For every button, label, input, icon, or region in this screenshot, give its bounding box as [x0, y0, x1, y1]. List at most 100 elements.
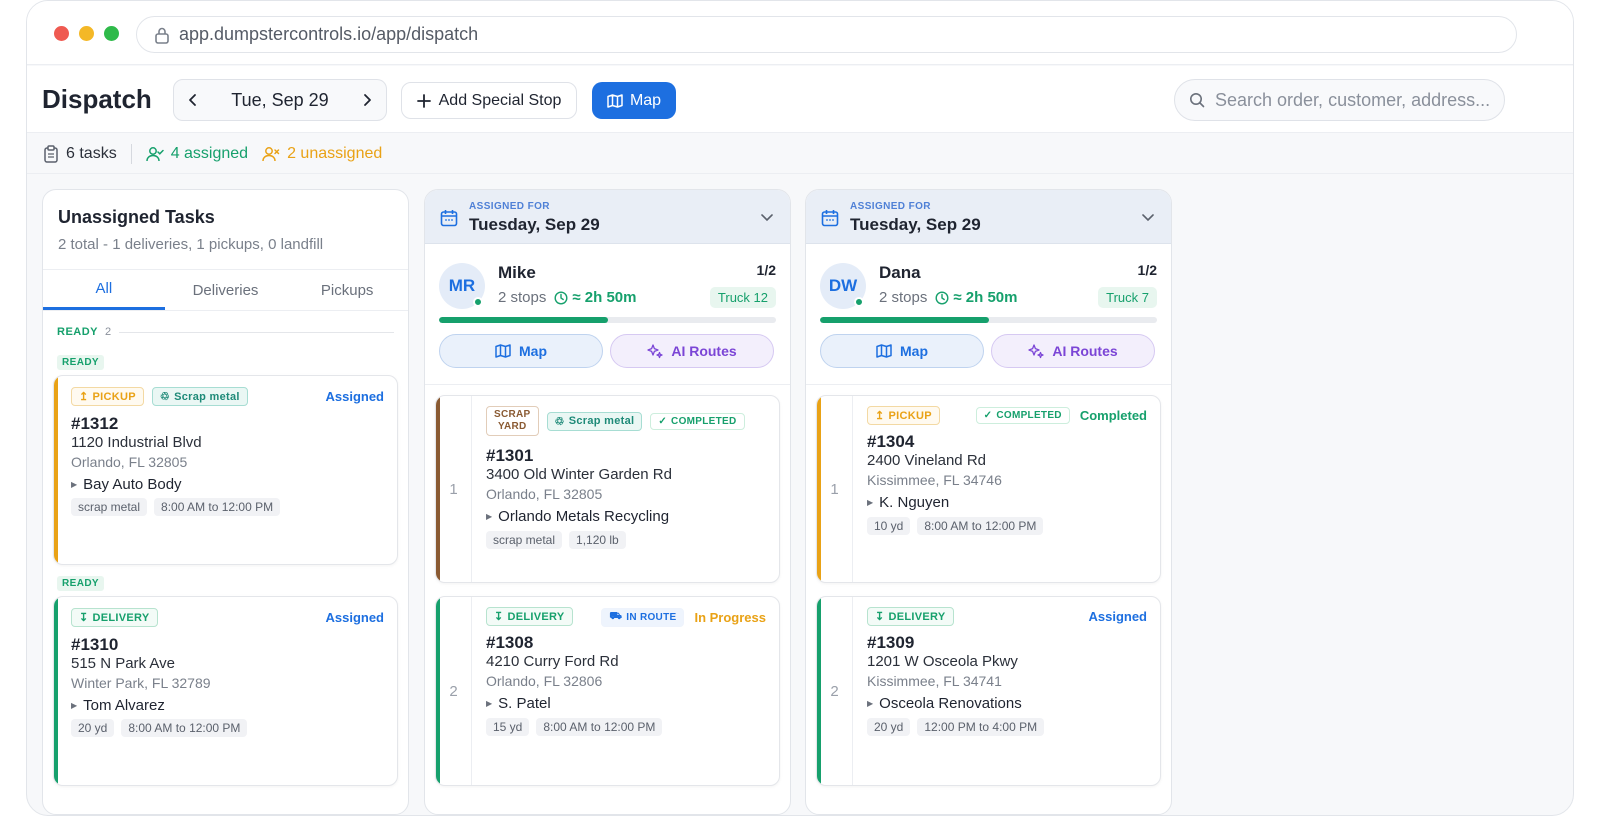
- add-special-stop-label: Add Special Stop: [438, 91, 562, 109]
- chip: scrap metal: [71, 498, 148, 516]
- sparkles-icon: [647, 344, 663, 359]
- chip: 8:00 AM to 12:00 PM: [121, 719, 248, 737]
- ready-tag: READY: [57, 576, 105, 591]
- customer: ▶ K. Nguyen: [867, 494, 949, 511]
- panel-subtitle: 2 total - 1 deliveries, 1 pickups, 0 lan…: [58, 236, 324, 253]
- route-progress-bar: [820, 317, 1157, 323]
- url-text: app.dumpstercontrols.io/app/dispatch: [179, 24, 479, 44]
- address-bar[interactable]: app.dumpstercontrols.io/app/dispatch: [136, 16, 1517, 53]
- tab-pickups[interactable]: Pickups: [320, 281, 374, 299]
- search-input[interactable]: Search order, customer, address...: [1174, 79, 1505, 121]
- assigned-count-text: 4 assigned: [170, 144, 249, 162]
- route-header[interactable]: ASSIGNED FOR Tuesday, Sep 29: [806, 190, 1171, 244]
- date-label[interactable]: Tue, Sep 29: [231, 89, 329, 110]
- task-chips: 10 yd 8:00 AM to 12:00 PM: [867, 517, 1044, 535]
- ready-tag: READY: [57, 355, 105, 370]
- chip: 20 yd: [71, 719, 115, 737]
- customer-name: Orlando Metals Recycling: [498, 508, 670, 525]
- city: Kissimmee, FL 34746: [867, 472, 1002, 488]
- delivery-badge: ↧ DELIVERY: [71, 608, 158, 627]
- route-map-label: Map: [519, 343, 547, 359]
- ai-routes-button[interactable]: AI Routes: [610, 334, 774, 368]
- customer-name: Tom Alvarez: [83, 697, 165, 714]
- chip: scrap metal: [486, 531, 563, 549]
- chevron-down-icon[interactable]: [1141, 210, 1155, 224]
- plus-icon: [416, 93, 431, 108]
- badge-label: Scrap metal: [174, 390, 240, 403]
- task-chips: 15 yd 8:00 AM to 12:00 PM: [486, 718, 663, 736]
- online-indicator: [854, 297, 864, 307]
- route-map-button[interactable]: Map: [439, 334, 603, 368]
- task-summary-bar: 6 tasks 4 assigned 2 unassigned: [27, 134, 1573, 174]
- calendar-icon: [440, 210, 458, 227]
- page-header: Dispatch Tue, Sep 29 Add Special Stop Ma…: [27, 66, 1573, 133]
- lock-icon: [155, 27, 169, 44]
- city: Orlando, FL 32805: [486, 486, 603, 502]
- route-map-button[interactable]: Map: [820, 334, 984, 368]
- route-header[interactable]: ASSIGNED FOR Tuesday, Sep 29: [425, 190, 790, 244]
- tab-all[interactable]: All: [43, 270, 165, 310]
- ai-routes-button[interactable]: AI Routes: [991, 334, 1155, 368]
- chevron-left-icon[interactable]: [186, 93, 200, 107]
- search-icon: [1190, 93, 1205, 108]
- route-column: ASSIGNED FOR Tuesday, Sep 29 DW Dana 2 s…: [805, 189, 1172, 815]
- check-circle-icon: ✓: [658, 415, 668, 427]
- driver-stops: 2 stops ≈ 2h 50m: [498, 289, 636, 306]
- browser-chrome: app.dumpstercontrols.io/app/dispatch: [27, 1, 1573, 65]
- chevron-right-icon[interactable]: [360, 93, 374, 107]
- customer-name: K. Nguyen: [879, 494, 950, 511]
- map-button[interactable]: Map: [592, 82, 676, 119]
- route-stop-card[interactable]: 2 ↧ DELIVERY Assigned #1309 1201 W Osceol…: [816, 596, 1161, 786]
- customer: ▶ Tom Alvarez: [71, 697, 165, 714]
- delivery-badge: ↧ DELIVERY: [867, 607, 954, 626]
- badge-line: YARD: [497, 421, 527, 432]
- city: Orlando, FL 32806: [486, 673, 603, 689]
- user-check-icon: [145, 146, 164, 161]
- customer-name: Osceola Renovations: [879, 695, 1022, 712]
- badge-label: DELIVERY: [507, 610, 565, 623]
- section-header-ready: READY 2: [57, 326, 394, 338]
- route-stop-card[interactable]: 2 ↧ DELIVERY ⛟ IN ROUTE In Progress #1308 …: [435, 596, 780, 786]
- filter-tabs: All Deliveries Pickups: [43, 269, 408, 311]
- unassigned-count: 2 unassigned: [262, 145, 382, 163]
- route-stop-card[interactable]: 1 SCRAP YARD ♲ Scrap metal ✓ COMPLETED #130…: [435, 395, 780, 583]
- page-title: Dispatch: [42, 84, 152, 114]
- route-stop-card[interactable]: 1 ↥ PICKUP ✓ COMPLETED Completed #1304 240…: [816, 395, 1161, 583]
- caret-icon: ▶: [71, 480, 78, 489]
- type-stripe: [436, 396, 440, 582]
- route-map-label: Map: [900, 343, 928, 359]
- avatar: DW: [820, 263, 866, 309]
- task-card[interactable]: ↧ DELIVERY Assigned #1310 515 N Park Ave …: [53, 596, 398, 786]
- status-label: Completed: [1079, 408, 1147, 423]
- driver-summary: DW Dana 2 stops ≈ 2h 50m 1/2 Truck 7 Map…: [806, 245, 1171, 385]
- ai-routes-label: AI Routes: [671, 343, 737, 359]
- material-badge: ♲ Scrap metal: [151, 387, 248, 406]
- caret-icon: ▶: [867, 699, 874, 708]
- address: 1120 Industrial Blvd: [71, 434, 202, 451]
- caret-icon: ▶: [71, 701, 78, 710]
- tasks-count-text: 6 tasks: [66, 144, 117, 162]
- address: 3400 Old Winter Garden Rd: [486, 466, 672, 483]
- stop-index: 1: [436, 396, 472, 582]
- caret-icon: ▶: [486, 699, 493, 708]
- progress-fill: [820, 317, 989, 323]
- add-special-stop-button[interactable]: Add Special Stop: [401, 82, 577, 119]
- task-card[interactable]: ↥ PICKUP ♲ Scrap metal Assigned #1312 1120…: [53, 375, 398, 565]
- caret-icon: ▶: [486, 512, 493, 521]
- status-label: Assigned: [325, 610, 384, 625]
- badge-label: COMPLETED: [996, 410, 1062, 421]
- maximize-window-button[interactable]: [104, 26, 119, 41]
- address: 2400 Vineland Rd: [867, 452, 986, 469]
- address: 515 N Park Ave: [71, 655, 175, 672]
- arrow-down-icon: ↧: [875, 611, 885, 623]
- chevron-down-icon[interactable]: [760, 210, 774, 224]
- pickup-badge: ↥ PICKUP: [71, 387, 144, 406]
- eta: ≈ 2h 50m: [935, 289, 1017, 306]
- tab-deliveries[interactable]: Deliveries: [192, 281, 259, 299]
- task-chips: 20 yd 8:00 AM to 12:00 PM: [71, 719, 248, 737]
- close-window-button[interactable]: [54, 26, 69, 41]
- minimize-window-button[interactable]: [79, 26, 94, 41]
- chip: 1,120 lb: [569, 531, 626, 549]
- stop-index: 2: [436, 597, 472, 785]
- city: Winter Park, FL 32789: [71, 675, 211, 691]
